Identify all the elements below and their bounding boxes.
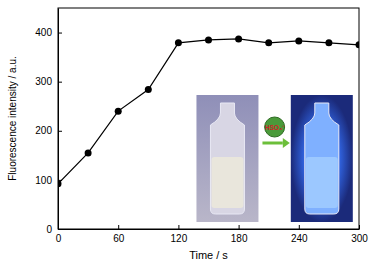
reagent-circle [265, 117, 285, 137]
chart: HSO₃⁻ 0 60 120 180 240 300 0 100 200 300 400 Time / … [0, 0, 379, 264]
marker [145, 86, 152, 93]
x-tick-mark [359, 225, 360, 229]
x-tick-mark [118, 225, 119, 229]
x-axis: 0 60 120 180 240 300 [56, 225, 369, 244]
marker [295, 37, 302, 44]
vial [210, 103, 244, 214]
arrow [262, 142, 282, 145]
liquid [306, 157, 338, 208]
y-tick-mark [58, 131, 62, 132]
y-tick: 0 [46, 224, 62, 235]
x-tick: 240 [291, 225, 308, 244]
y-axis-title: Fluorescence intensity / a.u. [7, 56, 18, 181]
y-tick-label: 0 [46, 224, 52, 235]
x-tick-label: 180 [231, 233, 248, 244]
y-tick: 300 [35, 76, 62, 87]
vial-photo [196, 95, 258, 222]
vial [305, 103, 339, 214]
marker [115, 108, 122, 115]
arrow-head [283, 138, 290, 148]
marker [58, 180, 62, 187]
x-tick-label: 120 [171, 233, 188, 244]
x-axis-title: Time / s [189, 249, 228, 261]
x-tick-mark [178, 225, 179, 229]
y-axis: 0 100 200 300 400 [35, 9, 62, 235]
x-tick: 60 [113, 225, 125, 244]
x-tick: 180 [231, 225, 248, 244]
y-tick: 100 [35, 175, 62, 186]
x-tick-mark [239, 225, 240, 229]
marker [85, 149, 92, 156]
inset [196, 95, 352, 222]
marker [175, 39, 182, 46]
x-tick-label: 300 [351, 233, 368, 244]
photo-bg [291, 95, 353, 222]
x-tick-label: 240 [291, 233, 308, 244]
plot-frame [58, 8, 359, 229]
x-tick: 300 [351, 225, 368, 244]
y-axis-line [58, 9, 59, 230]
x-tick: 120 [171, 225, 188, 244]
x-tick-mark [299, 225, 300, 229]
y-tick: 400 [35, 27, 62, 38]
x-tick-label: 0 [56, 233, 62, 244]
x-axis-line [59, 229, 360, 230]
line [58, 39, 359, 184]
x-tick-label: 60 [113, 233, 125, 244]
liquid [211, 157, 243, 208]
marker [205, 36, 212, 43]
series [58, 35, 359, 187]
marker [265, 39, 272, 46]
y-tick-label: 200 [35, 125, 52, 136]
y-tick-mark [58, 82, 62, 83]
marker [356, 41, 360, 48]
y-tick-label: 100 [35, 175, 52, 186]
y-tick-mark [58, 229, 62, 230]
marker [235, 35, 242, 42]
plot: HSO₃⁻ 0 60 120 180 240 300 0 100 200 300 400 Time / … [7, 8, 368, 261]
marker [325, 39, 332, 46]
y-tick-label: 300 [35, 76, 52, 87]
vial-photo [291, 95, 353, 222]
y-tick: 200 [35, 125, 62, 136]
y-tick-label: 400 [35, 27, 52, 38]
y-tick-mark [58, 33, 62, 34]
photo-bg [196, 95, 258, 222]
annotation: HSO₃⁻ [265, 124, 285, 131]
